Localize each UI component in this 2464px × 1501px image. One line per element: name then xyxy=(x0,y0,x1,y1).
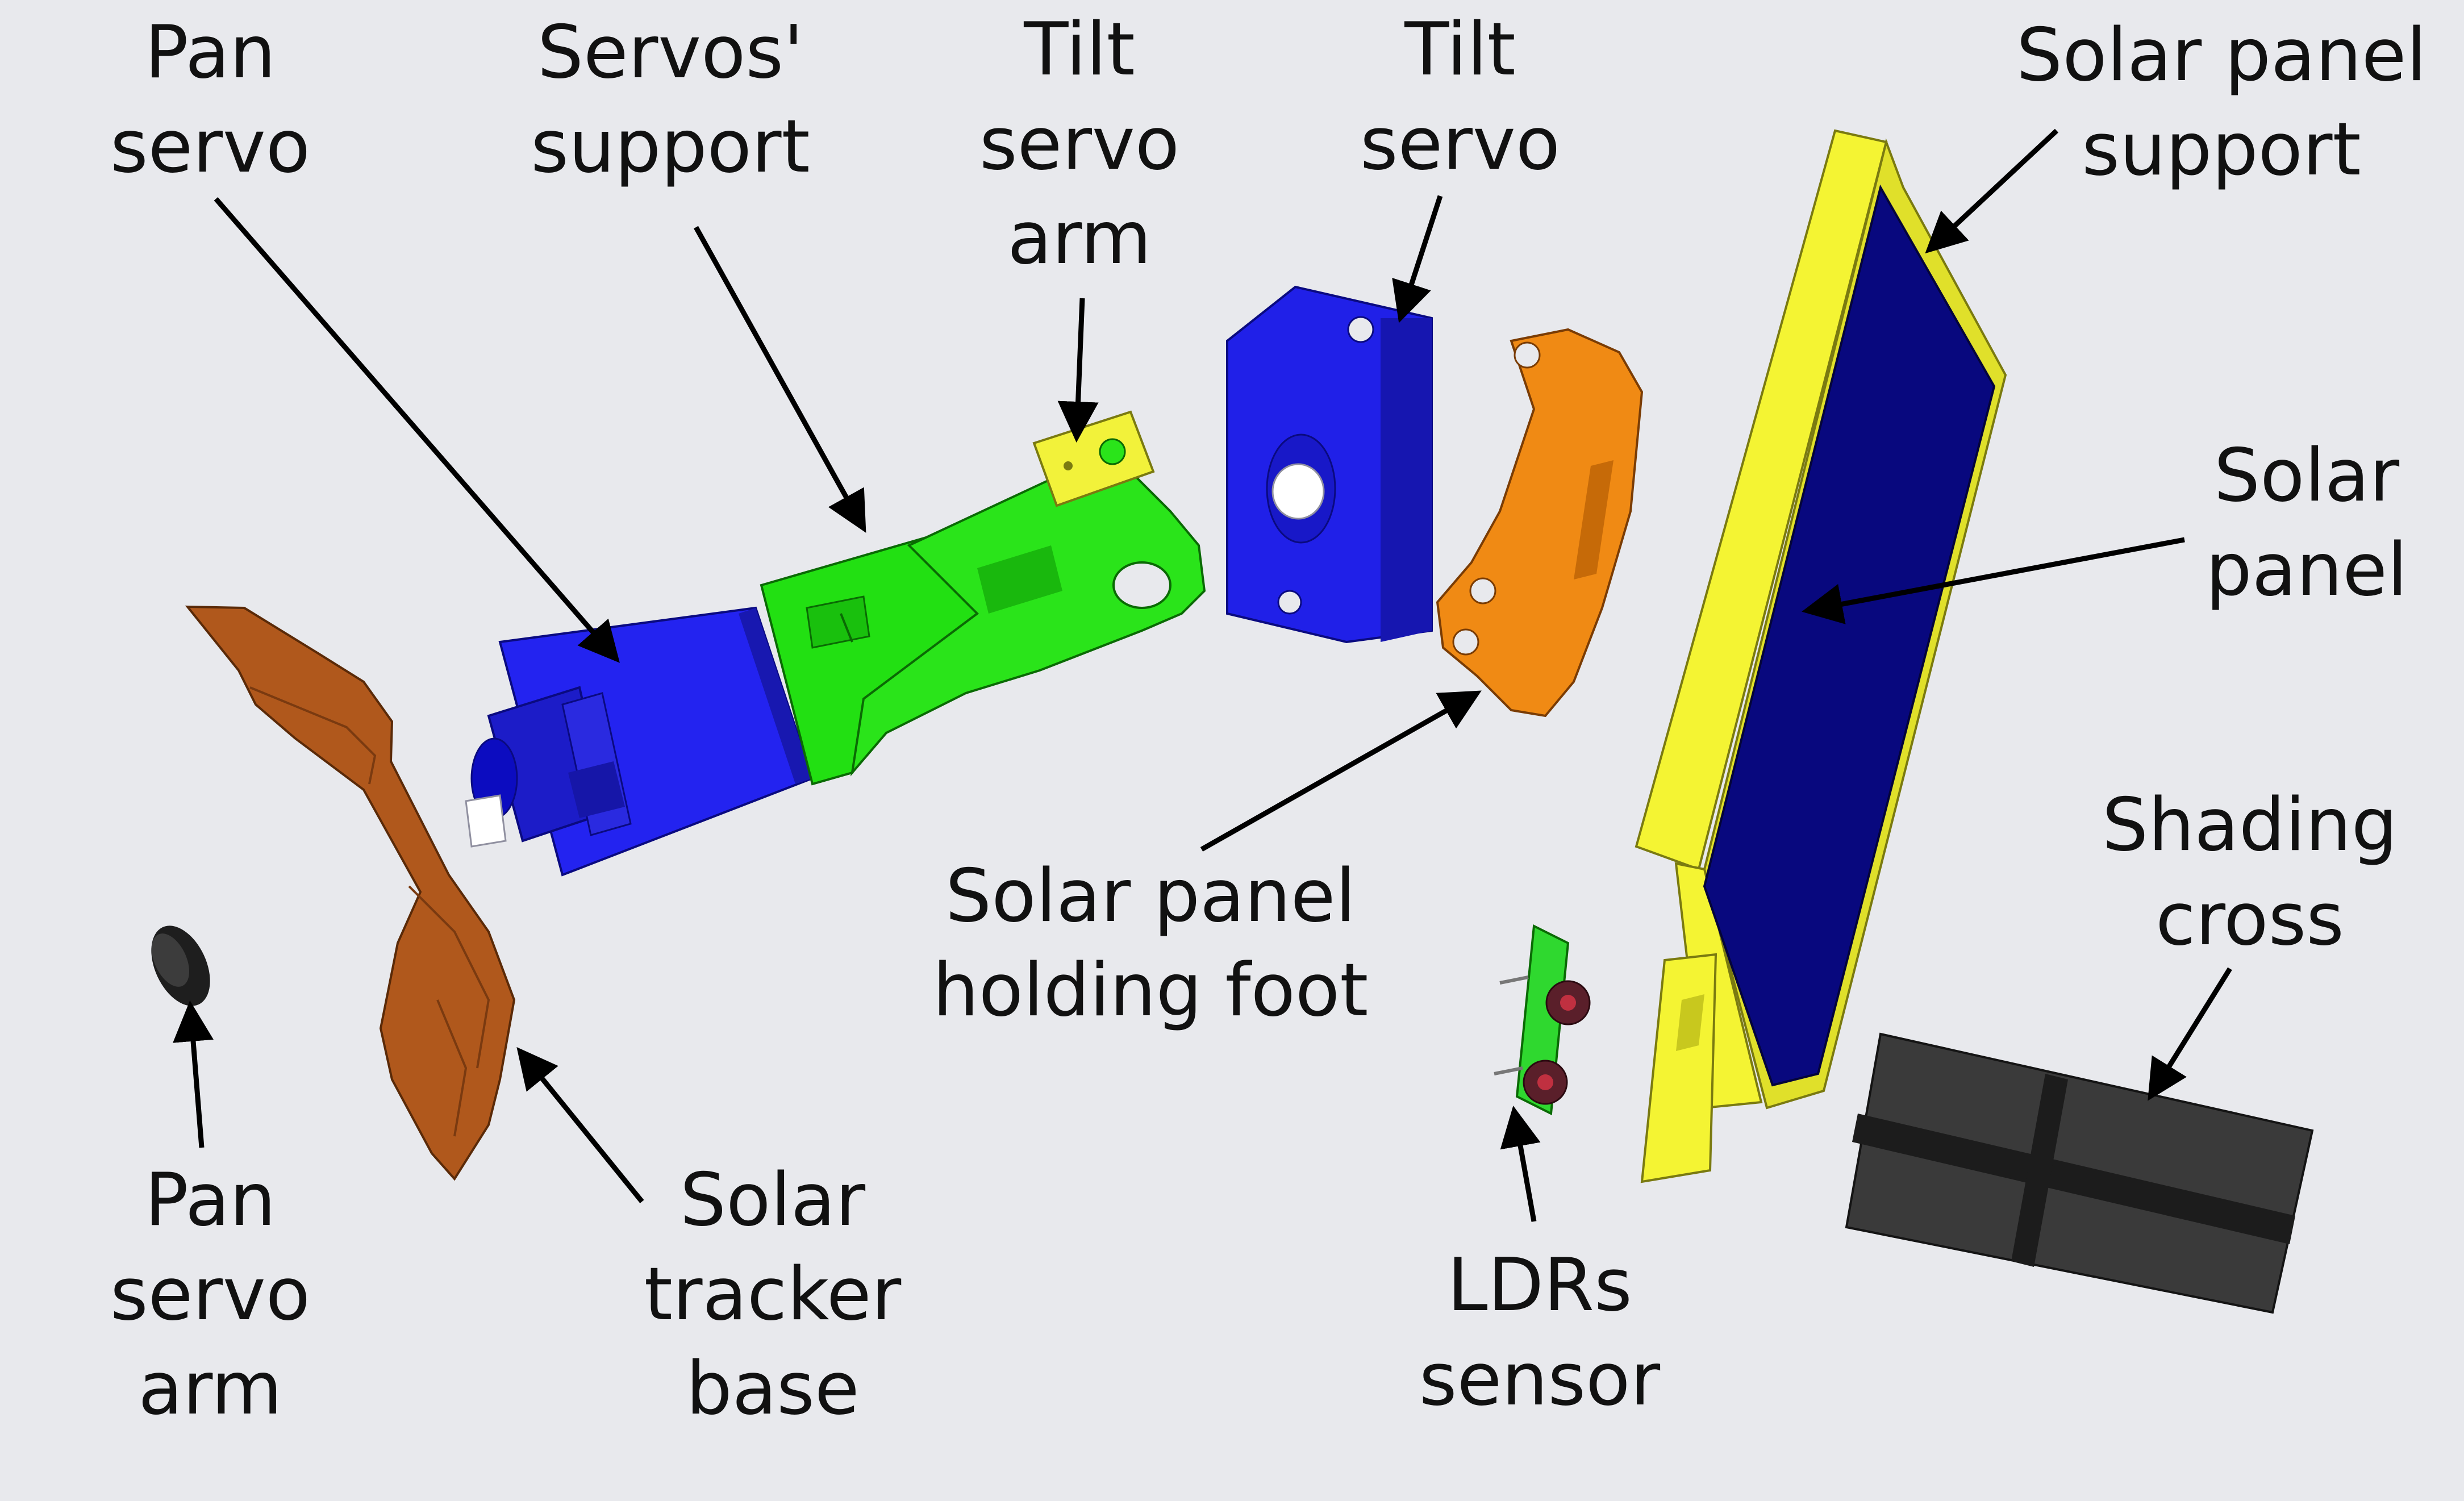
label-pan-servo-arm: Pan servo arm xyxy=(85,1153,335,1436)
label-shading-cross: Shading cross xyxy=(2068,778,2432,967)
solar-panel-part xyxy=(1703,184,1996,1087)
label-line: sensor xyxy=(1419,1337,1661,1422)
leader-shading-cross xyxy=(2148,967,2232,1101)
label-line: arm xyxy=(138,1346,282,1431)
label-line: Solar xyxy=(2213,433,2400,518)
leader-tilt-servo-arm xyxy=(1057,298,1099,443)
label-line: Tilt xyxy=(1404,7,1516,92)
label-line: servo xyxy=(110,105,311,189)
label-line: Tilt xyxy=(1024,7,1135,92)
label-line: cross xyxy=(2156,877,2344,962)
leader-holding-foot xyxy=(1200,690,1482,852)
solar-tracker-base-part xyxy=(185,605,516,1181)
label-line: Solar panel xyxy=(2016,13,2427,98)
leader-solar-tracker-base xyxy=(516,1047,644,1203)
ldrs-sensor-part xyxy=(1494,924,1591,1116)
leader-pan-servo-arm xyxy=(173,1000,214,1148)
leader-solar-panel xyxy=(1802,537,2185,624)
shading-cross-part xyxy=(1845,1032,2314,1314)
leader-solar-panel-support xyxy=(1925,128,2059,254)
label-solar-panel: Solar panel xyxy=(2176,429,2437,618)
label-line: servo xyxy=(1360,102,1561,186)
label-line: Shading xyxy=(2102,783,2398,868)
label-line: tracker xyxy=(644,1252,902,1337)
label-line: support xyxy=(2082,107,2361,192)
leader-pan-servo xyxy=(214,197,620,663)
label-line: base xyxy=(686,1346,860,1431)
label-line: LDRs xyxy=(1447,1243,1632,1328)
label-line: Solar xyxy=(679,1158,866,1243)
servos-support-part xyxy=(760,464,1206,786)
label-line: support xyxy=(531,105,810,189)
pan-servo-part xyxy=(465,606,814,877)
label-holding-foot: Solar panel holding foot xyxy=(903,849,1398,1038)
label-line: panel xyxy=(2205,528,2408,612)
pan-servo-arm-part xyxy=(151,925,210,1006)
label-tilt-servo: Tilt servo xyxy=(1335,3,1585,191)
label-ldrs-sensor: LDRs sensor xyxy=(1386,1239,1693,1427)
label-line: servo xyxy=(979,102,1180,186)
label-line: Servos' xyxy=(537,10,804,95)
leader-lines xyxy=(173,128,2232,1222)
label-tilt-servo-arm: Tilt servo arm xyxy=(954,3,1204,286)
leader-servos-support xyxy=(694,226,866,533)
label-line: Solar panel xyxy=(945,854,1356,939)
label-solar-panel-support: Solar panel support xyxy=(1983,9,2460,197)
leader-tilt-servo xyxy=(1392,195,1443,323)
label-servos-support: Servos' support xyxy=(511,6,829,194)
leader-ldrs-sensor xyxy=(1500,1106,1541,1222)
label-pan-servo: Pan servo xyxy=(91,6,330,194)
label-line: servo xyxy=(110,1252,311,1337)
label-line: Pan xyxy=(144,1158,276,1243)
label-line: Pan xyxy=(144,10,276,95)
tilt-servo-part xyxy=(1226,285,1433,644)
label-line: arm xyxy=(1007,196,1152,281)
label-line: holding foot xyxy=(932,948,1369,1033)
holding-foot-part xyxy=(1436,328,1644,718)
label-solar-tracker-base: Solar tracker base xyxy=(614,1153,932,1436)
